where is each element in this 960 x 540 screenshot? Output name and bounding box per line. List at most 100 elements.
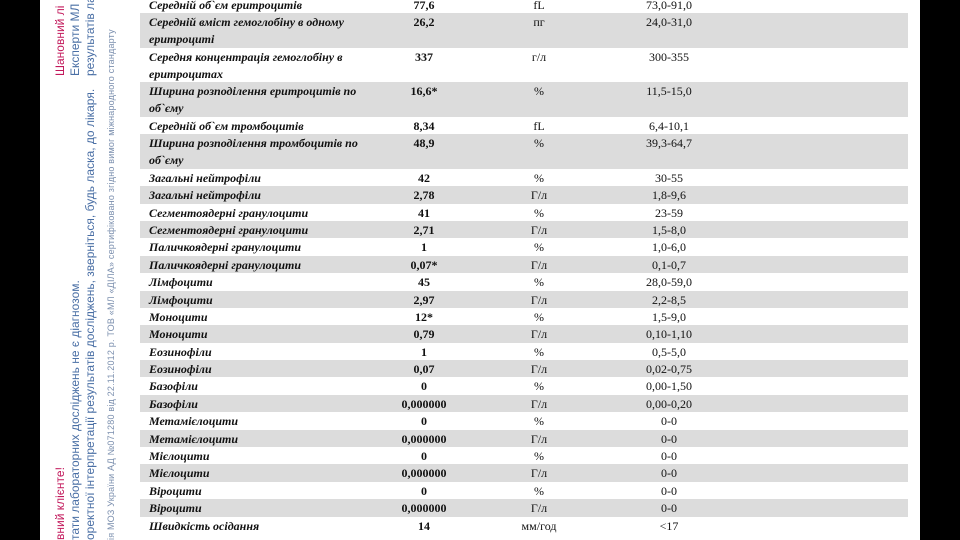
reference-range: 1,5-9,0 [652, 309, 686, 324]
client-greeting-top: Шановний лі [53, 5, 67, 76]
unit: % [534, 344, 544, 359]
test-name: Сегментоядерні гранулоцити [149, 222, 309, 237]
reference-range: 30-55 [655, 170, 683, 185]
test-name: Еозинофіли [149, 362, 212, 377]
unit: fL [533, 118, 545, 133]
table-row: Середній вміст гемоглобіну в одному ерит… [140, 13, 908, 48]
result-value: 77,6 [413, 0, 435, 12]
test-name: Швидкість осідання [149, 518, 260, 533]
unit: % [534, 379, 544, 394]
test-name: Метамієлоцити [149, 431, 239, 446]
unit: Г/л [530, 431, 548, 446]
test-name: Мієлоцити [149, 466, 210, 481]
table-row: Метамієлоцити 0,000000 Г/л 0-0 [140, 429, 908, 448]
results-line: результатів ла [83, 0, 97, 76]
table-row: Загальні нейтрофіли 2,78 Г/л 1,8-9,6 [140, 186, 908, 204]
unit: Г/л [530, 327, 548, 342]
result-value: 48,9 [413, 136, 435, 151]
unit: мм/год [521, 518, 557, 533]
result-value: 14 [418, 518, 430, 533]
unit: % [534, 414, 544, 429]
test-name: Загальні нейтрофіли [149, 188, 261, 203]
reference-range: 0-0 [661, 449, 677, 464]
reference-range: 0,02-0,75 [646, 362, 692, 377]
reference-range: 73,0-91,0 [646, 0, 692, 12]
test-name: Середній об`єм тромбоцитів [149, 118, 304, 133]
table-row: Мієлоцити 0,000000 Г/л 0-0 [140, 464, 908, 482]
table-row: Середня концентрація гемоглобіну в еритр… [140, 48, 908, 83]
test-name: Метамієлоцити [149, 414, 239, 429]
result-value: 8,34 [413, 118, 435, 133]
result-value: 0,000000 [401, 431, 447, 446]
reference-range: 0,10-1,10 [646, 327, 692, 342]
table-row: Базофіли 0% 0,00-1,50 [140, 377, 908, 394]
table-row: Сегментоядерні гранулоцити 2,71 Г/л 1,5-8,0 [140, 220, 908, 239]
disclaimer-line: тати лабораторних досліджень не є діагно… [68, 280, 82, 540]
reference-range: 23-59 [655, 205, 683, 220]
results-table: Середній об`єм еритроцитів 77,6 fL 73,0-91,… [140, 0, 908, 534]
table-row: Середній об`єм тромбоцитів 8,34 fL 6,4-10,1 [140, 117, 908, 134]
test-name: Сегментоядерні гранулоцити [149, 205, 309, 220]
test-name: Віроцити [149, 483, 202, 498]
result-value: 26,2 [413, 15, 435, 30]
result-value: 0 [421, 449, 427, 464]
table-row: Загальні нейтрофіли 42% 30-55 [140, 169, 908, 186]
unit: г/л [531, 49, 547, 64]
unit: Г/л [530, 222, 548, 237]
test-name: Базофіли [149, 379, 198, 394]
disclaimer-line-2: оректної інтерпретації результатів дослі… [83, 88, 97, 540]
reference-range: 300-355 [649, 49, 689, 64]
reference-range: <17 [659, 518, 679, 533]
unit: Г/л [530, 466, 548, 481]
unit: % [534, 84, 544, 99]
test-name: Моноцити [149, 309, 208, 324]
result-value: 0 [421, 483, 427, 498]
result-value: 42 [418, 170, 430, 185]
table-row: Базофіли 0,000000 Г/л 0,00-0,20 [140, 394, 908, 413]
unit: % [534, 449, 544, 464]
reference-range: 11,5-15,0 [646, 84, 692, 99]
table-row: Віроцити 0,000000 Г/л 0-0 [140, 499, 908, 517]
result-value: 337 [415, 49, 433, 64]
result-value: 0,07 [413, 362, 435, 377]
reference-range: 0-0 [661, 414, 677, 429]
unit: Г/л [530, 292, 548, 307]
unit: % [534, 483, 544, 498]
result-value: 0 [421, 379, 427, 394]
table-row: Швидкість осідання 14 мм/год <17 [140, 517, 908, 534]
unit: % [534, 136, 544, 151]
result-value: 45 [418, 275, 430, 290]
table-row: Сегментоядерні гранулоцити 41% 23-59 [140, 204, 908, 221]
table-row: Віроцити 0% 0-0 [140, 482, 908, 499]
reference-range: 0,5-5,0 [652, 344, 686, 359]
test-name: Базофіли [149, 396, 198, 411]
reference-range: 6,4-10,1 [649, 118, 689, 133]
test-name: Ширина розподілення тромбоцитів по об`єм… [149, 136, 358, 168]
reference-range: 1,8-9,6 [652, 188, 686, 203]
table-row: Середній об`єм еритроцитів 77,6 fL 73,0-91,… [140, 0, 908, 13]
reference-range: 0-0 [661, 483, 677, 498]
table-row: Паличкоядерні гранулоцити 1% 1,0-6,0 [140, 238, 908, 255]
test-name: Лімфоцити [149, 292, 213, 307]
reference-range: 0-0 [661, 501, 677, 516]
table-row: Метамієлоцити 0% 0-0 [140, 412, 908, 429]
unit: % [534, 309, 544, 324]
license-text: ія МОЗ України АД №071280 від 22.11.2012… [106, 29, 116, 540]
unit: % [534, 275, 544, 290]
test-name: Віроцити [149, 501, 202, 516]
result-value: 2,97 [413, 292, 435, 307]
reference-range: 0-0 [661, 431, 677, 446]
result-value: 12* [415, 309, 433, 324]
test-name: Середній об`єм еритроцитів [149, 0, 302, 12]
unit: % [534, 170, 544, 185]
test-name: Еозинофіли [149, 344, 212, 359]
test-name: Ширина розподілення еритроцитів по об`єм… [149, 84, 357, 116]
unit: % [534, 240, 544, 255]
reference-range: 0-0 [661, 466, 677, 481]
result-value: 1 [421, 240, 427, 255]
table-row: Лімфоцити 45% 28,0-59,0 [140, 273, 908, 290]
result-value: 2,71 [413, 222, 435, 237]
table-row: Мієлоцити 0% 0-0 [140, 447, 908, 464]
result-value: 0,07* [410, 257, 438, 272]
result-value: 0,79 [413, 327, 435, 342]
